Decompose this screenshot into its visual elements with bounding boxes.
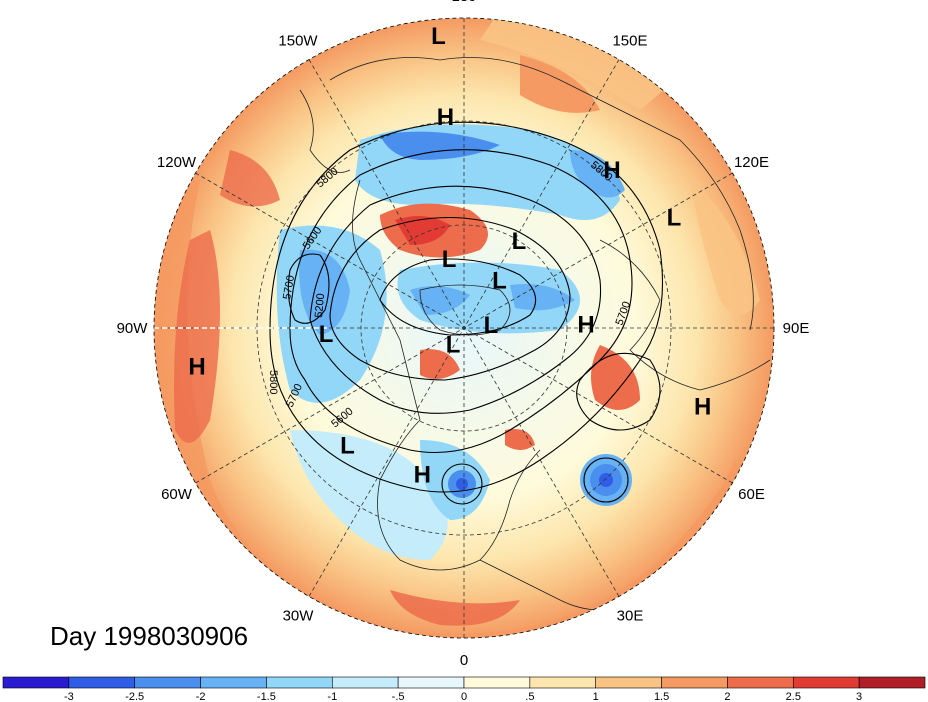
contour-label: 5200	[313, 293, 327, 318]
contour-label: 5800	[267, 370, 279, 394]
high-pressure-center: H	[414, 461, 431, 488]
low-pressure-center: L	[442, 246, 457, 273]
colorbar-tick-label: -1	[327, 691, 337, 702]
contour-label: 5700	[281, 274, 297, 300]
low-pressure-center: L	[512, 228, 527, 255]
anomaly-field	[154, 18, 774, 638]
colorbar-swatch	[2, 676, 70, 689]
longitude-label: 60E	[738, 486, 765, 503]
low-pressure-center: L	[667, 204, 682, 231]
colorbar-swatch	[331, 676, 399, 689]
colorbar-swatch	[200, 676, 267, 689]
low-pressure-center: L	[484, 312, 499, 339]
page-title: Day 1998030906	[50, 621, 248, 651]
geopotential-contours	[269, 121, 664, 505]
colorbar-tick-label: -2.5	[125, 691, 144, 702]
colorbar-tick-label: 1.5	[654, 691, 669, 702]
colorbar-swatch	[463, 676, 531, 689]
longitude-label: 0	[460, 652, 468, 669]
colorbar-swatch	[661, 676, 728, 689]
low-pressure-center: L	[319, 321, 334, 348]
low-pressure-center: L	[340, 433, 355, 460]
colorbar-swatch	[792, 676, 860, 689]
longitude-label: 30E	[617, 608, 644, 625]
longitude-labels: 90E 60E 30E 0 30W 60W 90W 120W 150W 180 150E 120E	[117, 0, 810, 669]
longitude-label: 150W	[278, 33, 318, 50]
high-pressure-center: H	[694, 394, 711, 421]
low-pressure-center: L	[492, 267, 507, 294]
colorbar-tick-label: 1	[593, 691, 599, 702]
colorbar-tick-label: -.5	[392, 691, 405, 702]
coastlines	[299, 57, 771, 611]
longitude-label: 180	[451, 0, 476, 5]
colorbar-tick-label: -1.5	[257, 691, 276, 702]
colorbar-swatch	[397, 676, 465, 689]
longitude-label: 120E	[734, 154, 769, 171]
longitude-label: 60W	[161, 486, 193, 503]
colorbar-tick-label: 0	[461, 691, 467, 702]
longitude-label: 30W	[283, 608, 315, 625]
colorbar-tick-label: 2.5	[786, 691, 801, 702]
colorbar-swatch	[529, 676, 597, 689]
longitude-label: 150E	[612, 33, 647, 50]
colorbar-swatch	[858, 676, 926, 689]
colorbar-tick-label: -2	[196, 691, 206, 702]
colorbar: -3 -2.5 -2 -1.5 -1 -.5 0 .5 1 1.5 2 2.5 3	[2, 676, 926, 702]
high-pressure-center: H	[603, 157, 620, 184]
colorbar-swatch	[134, 676, 201, 689]
high-pressure-center: H	[437, 104, 454, 131]
colorbar-swatch	[68, 676, 136, 689]
colorbar-swatch	[727, 676, 794, 689]
colorbar-tick-label: 2	[724, 691, 730, 702]
longitude-label: 90E	[783, 320, 810, 337]
low-pressure-center: L	[446, 332, 461, 359]
colorbar-tick-label: 3	[856, 691, 862, 702]
graticule	[154, 18, 774, 638]
colorbar-tick-label: .5	[525, 691, 534, 702]
colorbar-swatch	[266, 676, 333, 689]
high-pressure-center: H	[577, 312, 594, 339]
low-pressure-center: L	[431, 23, 446, 50]
longitude-label: 120W	[157, 154, 197, 171]
longitude-label: 90W	[117, 320, 149, 337]
map-border	[153, 17, 775, 639]
high-pressure-center: H	[188, 354, 205, 381]
colorbar-tick-label: -3	[64, 691, 74, 702]
colorbar-swatch	[595, 676, 662, 689]
